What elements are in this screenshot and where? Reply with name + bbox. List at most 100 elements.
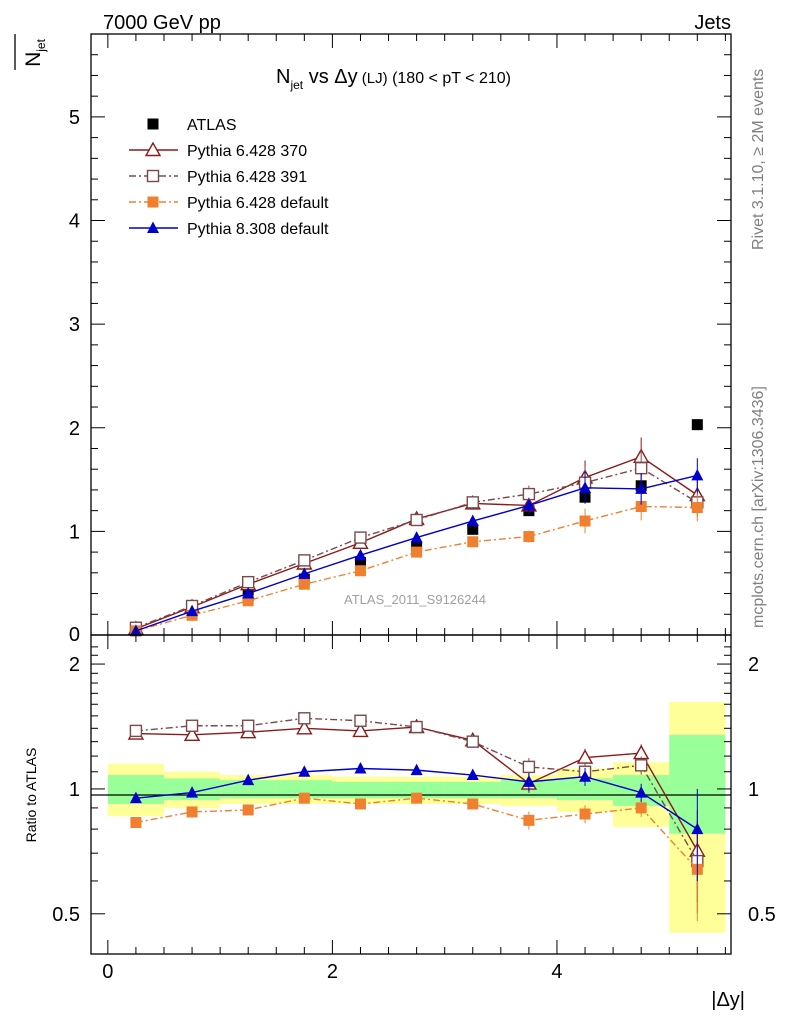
ratio-axes: 0.5 0.5 1 1 2 2 xyxy=(52,635,776,954)
ratio-data-point xyxy=(241,719,255,732)
data-point xyxy=(242,587,255,599)
data-point xyxy=(634,461,648,475)
main-title-vs: vs Δy xyxy=(303,66,357,88)
ratio-data-point xyxy=(411,792,423,804)
legend-marker xyxy=(146,169,160,183)
y-tick-label: 3 xyxy=(69,314,80,336)
ratio-y-tick-label-right: 0.5 xyxy=(748,904,776,926)
data-point xyxy=(466,514,479,527)
ratio-data-point xyxy=(186,786,199,798)
ratio-ylabel: Ratio to ATLAS xyxy=(23,748,39,843)
data-point xyxy=(186,604,199,617)
ratio-y-tick-label: 0.5 xyxy=(52,904,80,926)
ratio-data-point xyxy=(522,760,536,774)
data-point xyxy=(242,595,254,607)
main-axes: 1 2 3 4 5 0 xyxy=(69,34,731,646)
ratio-data-point xyxy=(298,792,310,804)
data-point xyxy=(691,502,703,514)
data-point xyxy=(467,523,479,535)
ratio-y-tick-label: 1 xyxy=(69,779,80,801)
data-point xyxy=(354,531,367,544)
ratio-data-point xyxy=(183,726,201,742)
ratio-data-point xyxy=(579,770,592,782)
ratio-series-1 xyxy=(129,712,704,913)
x-axis-label: |Δy| xyxy=(711,989,745,1011)
ratio-data-point xyxy=(354,714,367,727)
data-point xyxy=(466,496,479,509)
ratio-data-point xyxy=(579,808,591,820)
data-point xyxy=(410,513,423,527)
data-point xyxy=(691,468,704,481)
ratio-data-point xyxy=(691,822,704,835)
ratio-data-point xyxy=(298,712,311,725)
legend-label: Pythia 6.428 391 xyxy=(187,169,307,186)
ratio-data-point xyxy=(523,814,535,826)
data-point xyxy=(411,546,423,558)
watermark-label: ATLAS_2011_S9126244 xyxy=(344,592,486,607)
data-point xyxy=(354,565,366,577)
data-point xyxy=(579,481,592,493)
ratio-series-3 xyxy=(129,762,704,881)
header-left-label: 7000 GeV pp xyxy=(103,12,221,34)
ratio-data-point xyxy=(522,775,535,787)
data-point xyxy=(691,419,703,431)
legend-marker xyxy=(144,141,162,157)
legend-entry: Pythia 6.428 370 xyxy=(129,141,307,160)
main-title: Njet vs Δy (LJ) (180 < pT < 210) xyxy=(276,66,511,92)
data-point xyxy=(354,556,366,568)
ratio-data-point xyxy=(635,802,647,814)
legend-label: Pythia 6.428 370 xyxy=(187,143,307,160)
data-point xyxy=(635,482,648,494)
main-marks xyxy=(127,419,706,637)
y-tick-label: 5 xyxy=(69,107,80,129)
ratio-data-point xyxy=(185,719,199,732)
ratio-frame xyxy=(90,634,732,955)
ratio-panel: 0.5 0.5 1 1 2 2 xyxy=(52,634,776,955)
ratio-data-point xyxy=(129,791,142,804)
data-point xyxy=(635,501,647,513)
ratio-series-line xyxy=(135,797,698,870)
main-ylabel-n: N xyxy=(22,52,45,67)
x-tick-label: 0 xyxy=(102,961,113,983)
data-point xyxy=(241,575,255,589)
legend-marker xyxy=(147,196,159,208)
data-point xyxy=(354,548,367,561)
legend-marker xyxy=(147,118,159,130)
ratio-data-point xyxy=(298,765,311,777)
ratio-bands xyxy=(107,702,726,933)
data-point xyxy=(410,531,423,543)
main-title-sub: jet xyxy=(289,78,303,92)
legend-label: ATLAS xyxy=(187,117,237,134)
legend-marker xyxy=(147,221,159,233)
legend-entry: Pythia 6.428 391 xyxy=(129,169,307,186)
ratio-data-point xyxy=(354,762,367,774)
ratio-data-point xyxy=(354,798,366,810)
x-tick-label: 2 xyxy=(327,961,338,983)
data-point xyxy=(298,567,311,579)
data-point xyxy=(298,554,311,567)
main-title-lj: (LJ) xyxy=(358,70,388,87)
main-title-range: (180 < pT < 210) xyxy=(388,70,511,87)
legend: ATLAS Pythia 6.428 370 Pythia 6.428 391 Pyt… xyxy=(129,117,329,238)
series-4 xyxy=(129,458,704,636)
y-tick-label: 2 xyxy=(69,418,80,440)
mcplots-label: mcplots.cern.ch [arXiv:1306.3436] xyxy=(750,386,767,628)
uncertainty-band-inner xyxy=(220,780,277,799)
data-point xyxy=(579,515,591,527)
data-point xyxy=(298,578,310,590)
ratio-data-point xyxy=(410,763,423,776)
uncertainty-band-inner xyxy=(388,781,445,799)
ratio-y-tick-label-right: 2 xyxy=(748,654,759,676)
legend-entry: Pythia 6.428 default xyxy=(129,195,329,212)
y-tick-label: 4 xyxy=(69,211,80,233)
ratio-data-point xyxy=(130,816,142,828)
ratio-data-point xyxy=(634,759,648,772)
ratio-data-point xyxy=(129,724,143,738)
svg-text:Njet: Njet xyxy=(22,38,48,67)
ratio-data-point xyxy=(635,786,648,798)
ratio-data-point xyxy=(466,768,479,781)
data-point xyxy=(523,531,535,543)
uncertainty-band-inner xyxy=(332,781,389,799)
ratio-data-point xyxy=(296,719,313,735)
